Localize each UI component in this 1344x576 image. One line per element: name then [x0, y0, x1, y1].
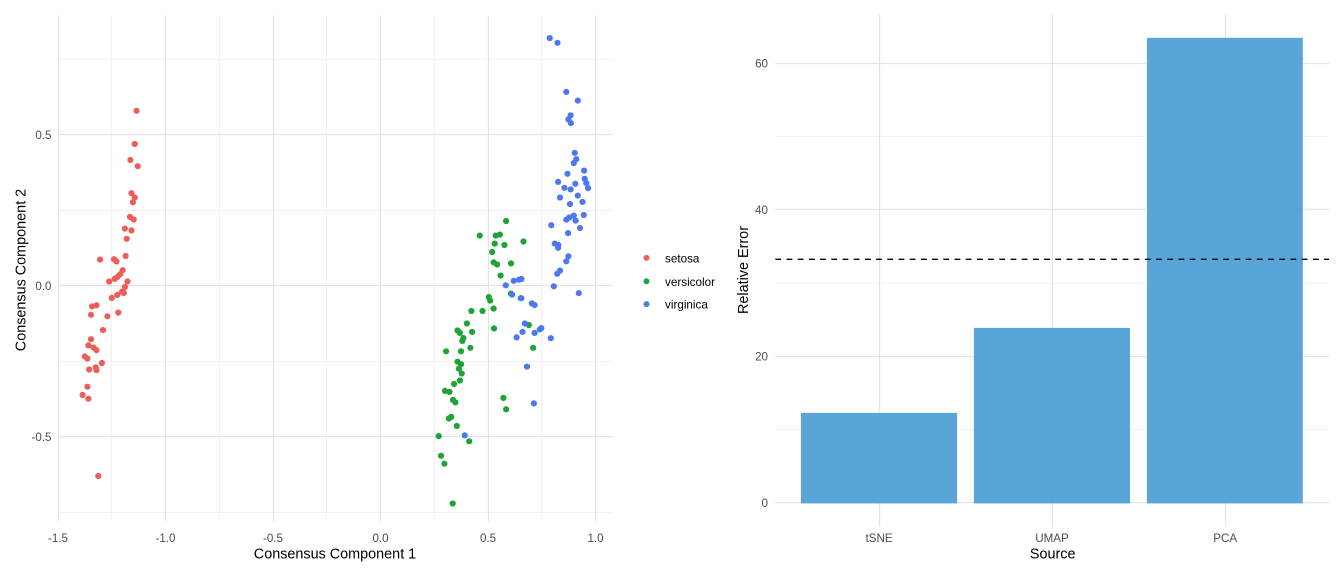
svg-text:Source: Source [1030, 546, 1076, 562]
svg-text:0.5: 0.5 [35, 129, 51, 142]
svg-text:tSNE: tSNE [866, 532, 893, 545]
svg-text:-0.5: -0.5 [32, 431, 52, 444]
svg-text:Consensus Component 1: Consensus Component 1 [254, 546, 416, 562]
svg-text:Relative Error: Relative Error [736, 226, 752, 314]
svg-text:40: 40 [755, 204, 768, 217]
svg-text:1.0: 1.0 [587, 532, 603, 545]
svg-text:versicolor: versicolor [665, 276, 715, 289]
svg-text:0.0: 0.0 [35, 280, 51, 293]
svg-text:0.0: 0.0 [372, 532, 388, 545]
svg-text:UMAP: UMAP [1035, 532, 1069, 545]
svg-text:60: 60 [755, 58, 768, 71]
svg-text:-1.5: -1.5 [48, 532, 68, 545]
svg-text:0.5: 0.5 [480, 532, 496, 545]
svg-text:setosa: setosa [665, 253, 700, 266]
svg-text:-1.0: -1.0 [156, 532, 176, 545]
svg-text:virginica: virginica [665, 299, 708, 312]
svg-text:Consensus Component 2: Consensus Component 2 [13, 189, 29, 351]
svg-text:PCA: PCA [1213, 532, 1237, 545]
svg-text:-0.5: -0.5 [263, 532, 283, 545]
svg-text:20: 20 [755, 351, 768, 364]
svg-text:0: 0 [762, 497, 768, 510]
